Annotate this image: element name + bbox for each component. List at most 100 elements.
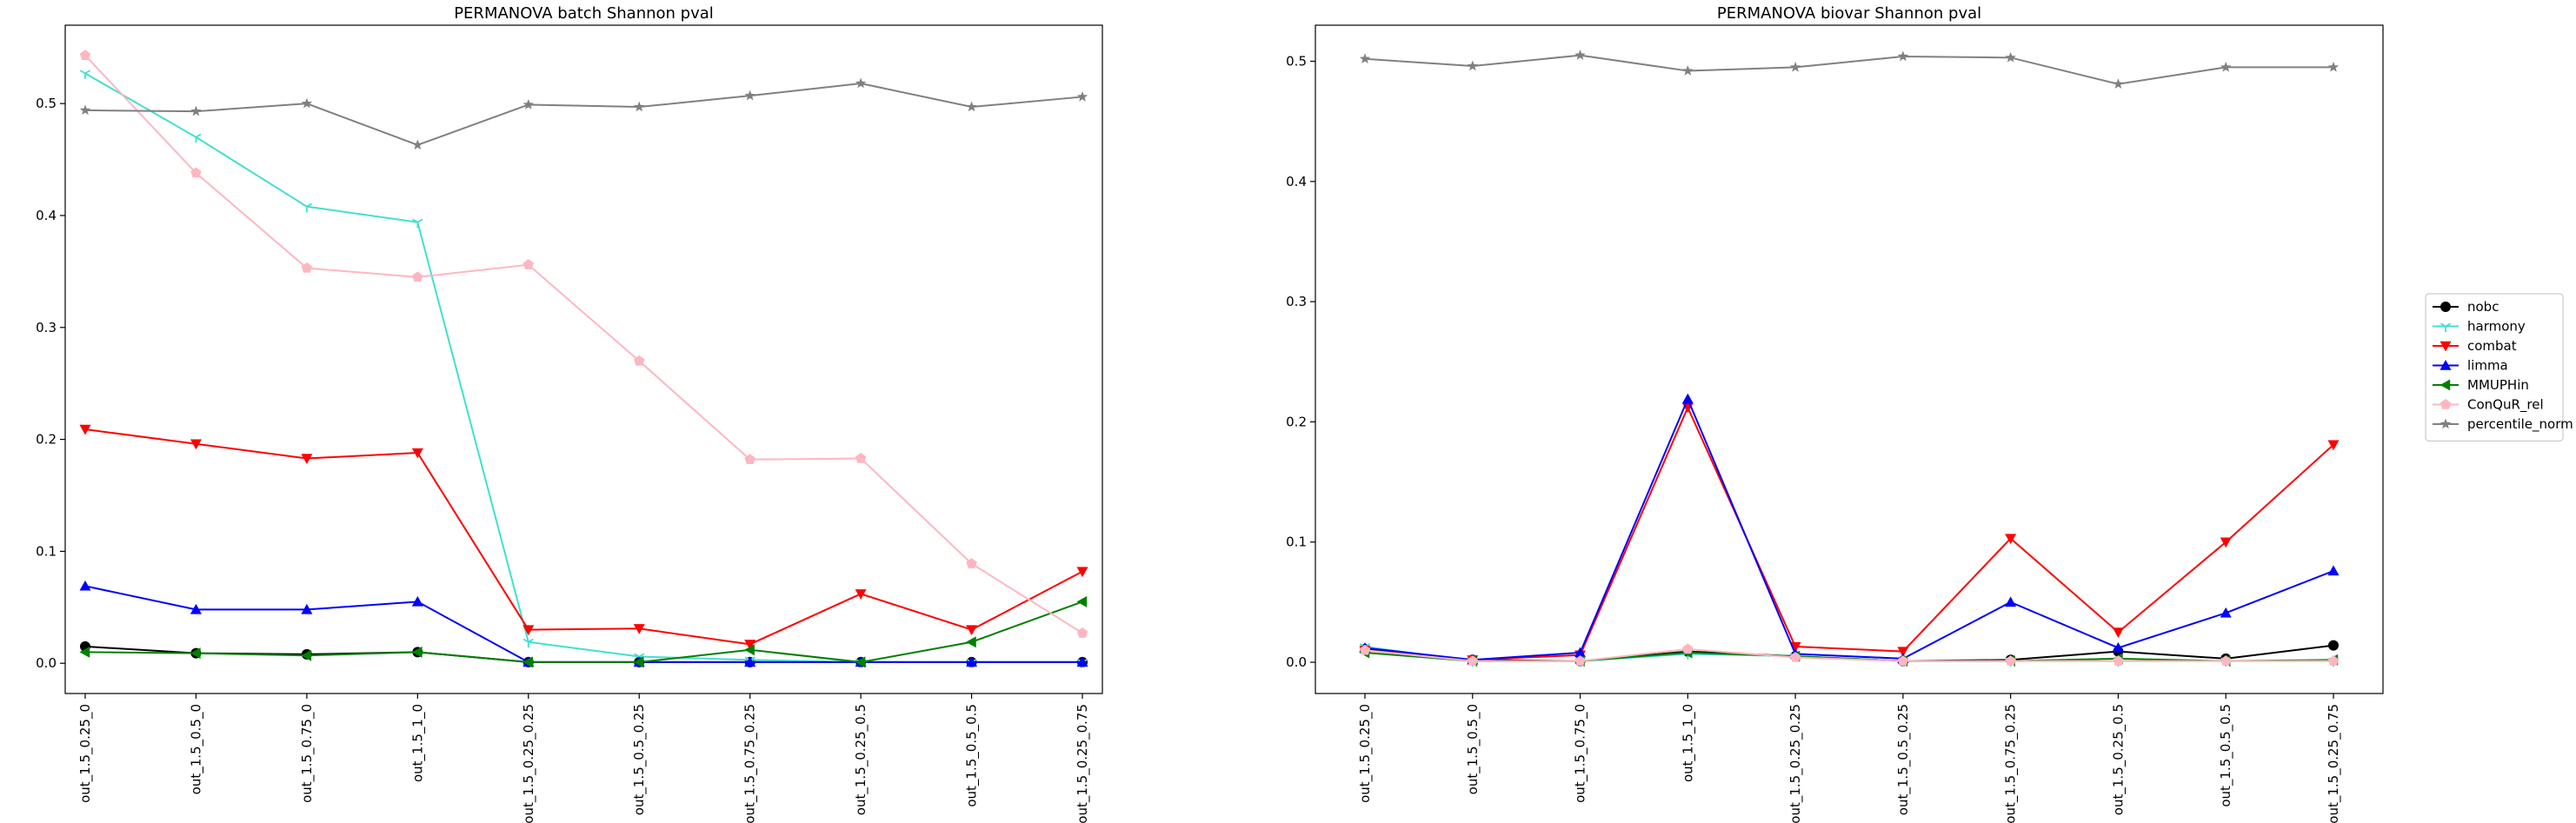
data-point-limma (301, 603, 313, 614)
data-point-conqur-rel (2327, 655, 2340, 666)
data-point-mmuphin (79, 646, 90, 658)
y-tick-label: 0.0 (1286, 654, 1307, 670)
legend-marker (2440, 379, 2451, 391)
x-tick-label: out_1.5_0.75_0.25 (2003, 704, 2020, 823)
series-line-percentile-norm (1364, 54, 2333, 85)
series-line-percentile-norm (84, 82, 1083, 146)
x-tick-label: out_1.5_1_0 (1680, 704, 1696, 782)
series-percentile-norm (79, 77, 1088, 150)
x-tick-label: out_1.5_0.25_0.25 (521, 704, 537, 823)
legend-entry-mmuphin: MMUPHin (2433, 377, 2529, 393)
data-point-limma (79, 580, 91, 591)
data-point-combat (744, 640, 756, 650)
data-point-conqur-rel (855, 453, 867, 463)
data-point-limma (2220, 607, 2232, 618)
plot-frame (1315, 24, 2384, 694)
data-point-conqur-rel (79, 50, 91, 61)
data-point-mmuphin (523, 656, 533, 668)
data-point-combat (2112, 627, 2124, 638)
y-tick-label: 0.3 (36, 320, 57, 335)
y-tick-label: 0.4 (1286, 174, 1307, 189)
data-point-percentile-norm (412, 139, 423, 150)
data-point-percentile-norm (744, 90, 755, 101)
data-point-mmuphin (411, 646, 423, 658)
legend-entry-conqur-rel: ConQuR_rel (2433, 397, 2544, 414)
chart-panel-biovar: PERMANOVA biovar Shannon pval 0.0 0.1 0.2 0.… (1286, 4, 2384, 823)
data-point-combat (301, 454, 313, 464)
data-point-limma (411, 595, 423, 607)
data-point-combat (411, 448, 423, 459)
legend: nobc harmony combat limma MMUPHin ConQuR_relp… (2425, 293, 2573, 442)
legend-label: combat (2467, 338, 2517, 354)
x-tick-label: out_1.5_1_0 (409, 704, 426, 782)
data-point-limma (2005, 596, 2017, 607)
series-percentile-norm (1359, 50, 2340, 90)
data-point-combat (966, 625, 978, 636)
data-point-mmuphin (633, 656, 644, 668)
legend-marker (2440, 360, 2452, 370)
y-tick-label: 0.1 (36, 543, 57, 559)
data-point-limma (2327, 565, 2340, 576)
x-tick-label: out_1.5_0.25_0.75 (2326, 704, 2342, 823)
data-point-limma (1681, 393, 1694, 404)
legend-label: MMUPHin (2467, 377, 2529, 393)
data-point-conqur-rel (301, 262, 313, 273)
data-point-harmony (412, 218, 423, 229)
data-point-mmuphin (190, 647, 201, 660)
data-point-combat (190, 439, 202, 450)
series-line-combat (84, 428, 1083, 646)
series-line-conqur-rel (84, 55, 1083, 634)
y-tick-label: 0.1 (1286, 534, 1307, 550)
chart-panel-batch: PERMANOVA batch Shannon pval 0.0 0.1 0.2 0.3… (36, 4, 1103, 823)
data-point-percentile-norm (1076, 90, 1088, 102)
series-conqur-rel (1359, 643, 2340, 666)
data-point-harmony (301, 202, 312, 213)
legend-marker (2440, 322, 2452, 332)
data-point-combat (2220, 537, 2232, 548)
x-tick-label: out_1.5_0.25_0.75 (1075, 704, 1091, 823)
data-point-combat (2327, 440, 2340, 451)
data-point-conqur-rel (2113, 655, 2124, 666)
data-point-conqur-rel (2220, 655, 2232, 666)
legend-box (2425, 293, 2564, 442)
data-point-mmuphin (301, 649, 312, 661)
data-point-combat (1789, 641, 1801, 653)
y-tick-label: 0.2 (1286, 414, 1307, 429)
data-point-conqur-rel (190, 167, 202, 178)
data-point-conqur-rel (523, 259, 534, 269)
legend-entry-harmony: harmony (2433, 319, 2526, 335)
data-point-mmuphin (855, 656, 866, 668)
data-point-percentile-norm (2113, 78, 2124, 90)
legend-marker (2440, 399, 2452, 409)
data-point-conqur-rel (1789, 652, 1801, 662)
data-point-nobc (2328, 640, 2339, 651)
data-point-conqur-rel (966, 558, 977, 568)
data-point-percentile-norm (1359, 53, 1371, 63)
data-point-limma (1076, 656, 1088, 667)
legend-marker (2440, 341, 2452, 352)
data-point-harmony (79, 70, 91, 79)
series-line-conqur-rel (1364, 647, 2333, 662)
data-point-conqur-rel (1359, 644, 1371, 655)
data-point-percentile-norm (190, 105, 202, 116)
data-point-mmuphin (1076, 595, 1088, 607)
data-point-conqur-rel (1467, 655, 1478, 666)
data-point-percentile-norm (1897, 50, 1909, 62)
data-point-conqur-rel (1897, 655, 1909, 666)
x-tick-label: out_1.5_0.5_0.25 (631, 704, 648, 815)
x-tick-label: out_1.5_0.75_0.25 (742, 704, 759, 823)
y-tick-label: 0.2 (36, 432, 57, 448)
data-point-percentile-norm (301, 97, 313, 109)
series-combat (79, 424, 1088, 650)
legend-entry-nobc: nobc (2433, 299, 2499, 315)
data-point-limma (2112, 641, 2124, 653)
x-tick-label: out_1.5_0.25_0.5 (2110, 704, 2127, 815)
data-point-harmony (190, 133, 202, 143)
data-point-conqur-rel (2005, 655, 2016, 666)
data-point-combat (1897, 647, 1909, 658)
data-point-percentile-norm (855, 77, 867, 89)
data-point-conqur-rel (634, 355, 645, 366)
legend-entry-combat: combat (2433, 338, 2517, 354)
